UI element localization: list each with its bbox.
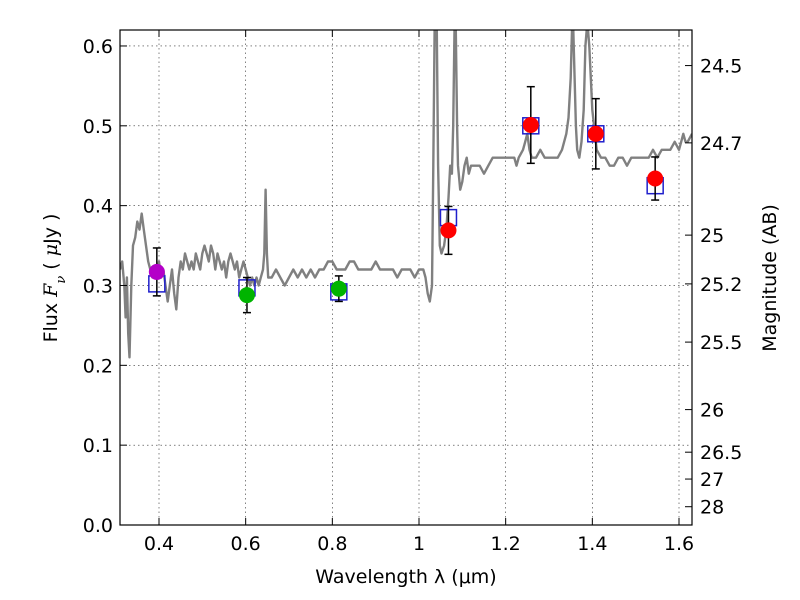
right-tick-label: 26 — [700, 400, 724, 422]
observed-point — [148, 263, 165, 280]
x-tick-label: 0.8 — [317, 533, 347, 555]
x-tick-label: 1.6 — [664, 533, 694, 555]
model-spectrum — [120, 30, 692, 359]
spectrum-line — [120, 30, 692, 359]
right-tick-label: 25 — [700, 225, 724, 247]
x-tick-label: 1 — [413, 533, 425, 555]
grid-lines — [120, 30, 692, 526]
y-tick-label: 0.0 — [83, 515, 113, 537]
observed-point — [440, 222, 457, 239]
axis-ticks: 0.4 0.6 0.8 1 1.2 1.4 1.6 0.0 0.1 0.2 0.3 0.4 0.5 0.6… — [83, 30, 742, 555]
right-tick-label: 25.5 — [700, 332, 742, 354]
right-tick-label: 24.5 — [700, 56, 742, 78]
plot-frame — [119, 29, 693, 526]
observed-point — [522, 117, 539, 134]
y-axis-title-right: Magnitude (AB) — [759, 204, 781, 352]
y-tick-label: 0.1 — [83, 435, 113, 457]
x-tick-label: 1.2 — [491, 533, 521, 555]
y-tick-label: 0.6 — [83, 36, 113, 58]
y-tick-label: 0.3 — [83, 275, 113, 297]
right-tick-label: 26.5 — [700, 442, 742, 464]
y-tick-label: 0.4 — [83, 196, 113, 218]
right-tick-label: 28 — [700, 497, 724, 519]
x-axis-title: Wavelength λ (μm) — [315, 566, 496, 588]
y-tick-label: 0.5 — [83, 116, 113, 138]
y-axis-title: Flux Fν ( μJy ) — [40, 214, 69, 343]
right-tick-label: 24.7 — [700, 133, 742, 155]
data-markers — [148, 85, 664, 314]
x-tick-label: 1.4 — [577, 533, 607, 555]
observed-point — [330, 280, 347, 297]
x-tick-label: 0.6 — [231, 533, 261, 555]
observed-point — [238, 287, 255, 304]
y-tick-label: 0.2 — [83, 355, 113, 377]
observed-point — [587, 125, 604, 142]
right-tick-label: 27 — [700, 469, 724, 491]
observed-point — [647, 170, 664, 187]
right-tick-label: 25.2 — [700, 274, 742, 296]
x-tick-label: 0.4 — [144, 533, 174, 555]
